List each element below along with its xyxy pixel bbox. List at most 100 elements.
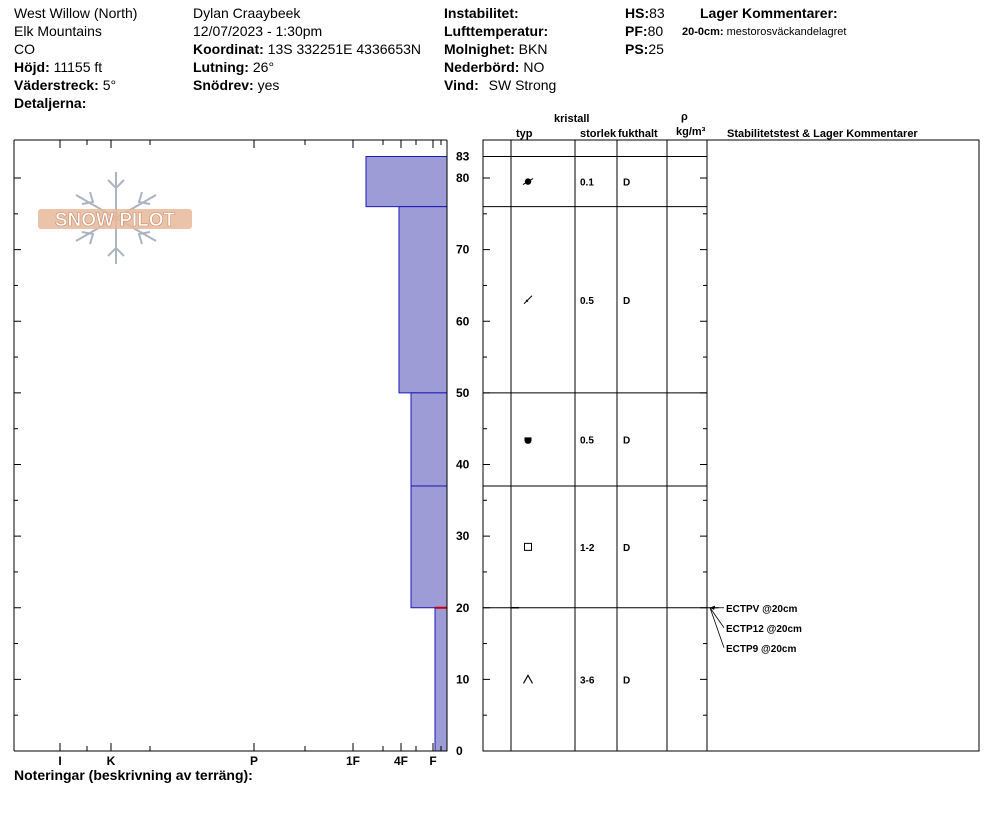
- grain-size-label: 3-6: [580, 675, 595, 686]
- layer-comments-title: Lager Kommentarer:: [700, 5, 838, 21]
- moisture-label: D: [623, 435, 630, 446]
- col-size-header: storlek: [580, 128, 617, 140]
- coordinate-value: 13S 332251E 4336653N: [267, 41, 422, 57]
- elevation-label: Höjd:: [14, 59, 50, 75]
- crystal-shape: [524, 542, 532, 551]
- datetime: 12/07/2023 - 1:30pm: [193, 23, 323, 39]
- table-border: [482, 139, 980, 752]
- faceted-icon: [524, 542, 532, 551]
- hardness-bars: [365, 156, 448, 752]
- depth-tick-label: 20: [456, 601, 470, 615]
- hs-label: HS:: [625, 5, 650, 21]
- layer-comment-entry: 20-0cm: mestorosväckandelagret: [682, 24, 846, 40]
- layer-table: [482, 139, 980, 752]
- coordinate-label: Koordinat:: [193, 41, 264, 57]
- drift-label: Snödrev:: [193, 77, 254, 93]
- wind-row: Vind: SW Strong: [444, 77, 556, 93]
- aspect-row: Väderstreck: 5°: [14, 77, 116, 93]
- grain-size-label: 0.5: [580, 435, 594, 446]
- grain-size-label: 0.1: [580, 178, 594, 189]
- col-crystal-header: kristall: [554, 113, 590, 125]
- hardness-bar: [410, 485, 448, 609]
- elevation-value: 11155 ft: [53, 59, 103, 75]
- precip-row: Nederbörd: NO: [444, 59, 544, 75]
- instability-label: Instabilitet:: [444, 5, 519, 21]
- ps-value: 25: [648, 41, 664, 57]
- stability-test-label: ECTPV @20cm: [726, 604, 798, 615]
- sky-row: Molnighet: BKN: [444, 41, 547, 57]
- sky-label: Molnighet:: [444, 41, 515, 57]
- drift-value: yes: [257, 77, 280, 93]
- crystal-stroke: [523, 295, 533, 305]
- crystal-shape: [524, 437, 532, 444]
- crystal-stroke: [525, 299, 529, 303]
- layer-comment-depth: 20-0cm:: [682, 26, 724, 38]
- hardness-tick-label: 1F: [346, 754, 360, 768]
- rounded-facet-icon: [522, 178, 534, 186]
- stability-test-leader: [709, 607, 725, 648]
- crystal-stroke: [522, 178, 534, 186]
- wind-value: SW Strong: [488, 77, 557, 93]
- depth-tick-label: 30: [456, 529, 470, 543]
- moisture-label: D: [623, 543, 630, 554]
- pf-label: PF:: [625, 23, 648, 39]
- pf-row: PF:80: [625, 23, 663, 39]
- arrowhead-icon: [710, 605, 715, 610]
- crystal-dot: [524, 178, 532, 185]
- col-type-header: typ: [516, 128, 533, 140]
- slope-value: 26°: [252, 59, 275, 75]
- location: West Willow (North): [14, 5, 138, 21]
- moisture-label: D: [623, 296, 630, 307]
- depth-tick-label: 70: [456, 243, 470, 257]
- aspect-value: 5°: [102, 77, 117, 93]
- wind-label: Vind:: [444, 77, 479, 93]
- depth-axis: 0 10 20 30 40 50 60 70 80 83: [456, 150, 470, 758]
- slope-label: Lutning:: [193, 59, 249, 75]
- moisture-label: D: [623, 178, 630, 189]
- hardness-bar: [434, 607, 448, 752]
- grain-size-label: 1-2: [580, 543, 595, 554]
- logo-banner: [38, 209, 192, 229]
- col-stability-header: Stabilitetstest & Lager Kommentarer: [727, 128, 918, 140]
- observer: Dylan Craaybeek: [193, 5, 301, 21]
- hardness-tick-label: K: [107, 754, 116, 768]
- depth-tick-label: 80: [456, 171, 470, 185]
- drift-row: Snödrev: yes: [193, 77, 279, 93]
- hardness-tick-label: I: [58, 754, 61, 768]
- depth-tick-label: 60: [456, 314, 470, 328]
- depth-tick-label: 40: [456, 458, 470, 472]
- airtemp-label: Lufttemperatur:: [444, 23, 549, 39]
- decomposing-icon: [523, 295, 533, 305]
- arrowhead-icon: [710, 605, 715, 610]
- col-moisture-header: fukthalt: [618, 128, 658, 140]
- mountain-range: Elk Mountains: [14, 23, 102, 39]
- col-density-header: kg/m³: [676, 126, 706, 138]
- hs-value: 83: [649, 5, 665, 21]
- notes-label: Noteringar (beskrivning av terräng):: [14, 767, 253, 783]
- elevation-row: Höjd: 11155 ft: [14, 59, 102, 75]
- arrowhead-icon: [710, 605, 715, 610]
- hardness-tick-label: P: [250, 754, 258, 768]
- pf-value: 80: [647, 23, 664, 39]
- state: CO: [14, 41, 35, 57]
- logo-text: SNOW PILOT: [55, 210, 176, 231]
- hardness-bar: [398, 206, 448, 394]
- depth-tick-label: 0: [456, 744, 463, 758]
- sky-value: BKN: [518, 41, 548, 57]
- hardness-tick-label: 4F: [394, 754, 408, 768]
- stability-tests: ECTPV @20cm ECTP12 @20cm ECTP9 @20cm: [709, 604, 802, 655]
- stability-test-label: ECTP9 @20cm: [726, 644, 796, 655]
- moisture-label: D: [623, 675, 630, 686]
- col-rho-header: ρ: [681, 111, 688, 123]
- hardness-bar: [410, 392, 448, 487]
- precip-label: Nederbörd:: [444, 59, 520, 75]
- slope-row: Lutning: 26°: [193, 59, 274, 75]
- aspect-label: Väderstreck:: [14, 77, 99, 93]
- depth-hoar-icon: [522, 674, 534, 684]
- ps-row: PS:25: [625, 41, 664, 57]
- layer-cells: 0.1 D 0.5 D 0.5 D 1-2 D 3-6 D: [522, 178, 630, 686]
- layer-comment-text: mestorosväckandelagret: [726, 26, 847, 38]
- stability-test-leader: [709, 607, 725, 628]
- crystal-shape: [522, 674, 534, 684]
- details-label: Detaljerna:: [14, 95, 87, 111]
